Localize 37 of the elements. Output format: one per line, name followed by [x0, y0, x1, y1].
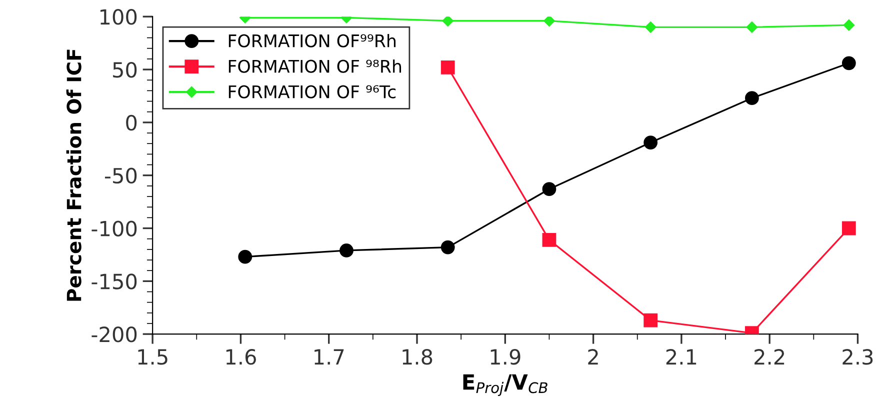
x-tick-label: 2.2 [754, 349, 784, 364]
point [843, 19, 855, 31]
legend-label: FORMATION OF ⁹⁶Tc [228, 85, 396, 98]
x-tick-label: 2 [588, 349, 598, 364]
y-tick-label: -50 [104, 168, 137, 184]
point [644, 313, 658, 328]
point [340, 244, 354, 258]
point [542, 232, 556, 247]
y-tick-label: 100 [100, 9, 137, 25]
point [644, 22, 656, 33]
y-axis-title: Percent Fraction Of ICF [66, 50, 82, 301]
y-tick-label: -200 [92, 326, 137, 342]
point [544, 16, 555, 26]
x-tick-label: 1.5 [138, 349, 168, 365]
point [440, 240, 455, 254]
y-tick-label: 50 [113, 62, 137, 78]
point [542, 182, 556, 196]
point [745, 91, 759, 106]
point [842, 56, 856, 70]
point [440, 60, 455, 74]
y-tick-label: -100 [92, 220, 137, 236]
x-tick-label: 1.6 [226, 349, 256, 365]
point [644, 136, 658, 150]
point [238, 250, 252, 264]
legend-label: FORMATION OF ⁹⁸Rh [228, 59, 402, 73]
point [842, 221, 856, 236]
y-tick-label: -150 [92, 274, 137, 290]
x-tick-label: 1.9 [490, 349, 520, 365]
point [442, 16, 454, 26]
x-tick-label: 2.1 [666, 349, 696, 364]
legend-label: FORMATION OF⁹⁹Rh [228, 34, 396, 48]
point [746, 22, 758, 33]
y-tick-label: 0 [126, 114, 137, 131]
x-axis-title: E$_{Proj}$/V$_{CB}$ [463, 374, 548, 396]
x-tick-label: 2.3 [842, 349, 873, 365]
x-tick-label: 1.7 [314, 349, 344, 364]
x-tick-label: 1.8 [402, 349, 432, 365]
